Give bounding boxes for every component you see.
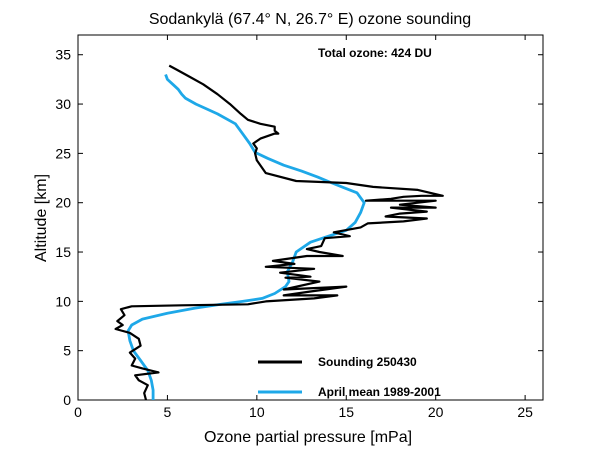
y-tick-label: 5 [63, 343, 71, 359]
x-tick-label: 25 [517, 404, 533, 420]
series-layer [114, 64, 444, 401]
series-line-sounding [114, 64, 444, 401]
x-tick-label: 5 [164, 404, 172, 420]
plot-frame [77, 34, 544, 401]
y-tick-label: 30 [55, 96, 71, 112]
x-axis-label: Ozone partial pressure [mPa] [204, 429, 412, 446]
chart-title: Sodankylä (67.4° N, 26.7° E) ozone sound… [149, 11, 471, 28]
y-tick-label: 35 [55, 47, 71, 63]
y-tick-label: 15 [55, 244, 71, 260]
x-tick-label: 15 [338, 404, 354, 420]
y-tick-label: 10 [55, 293, 71, 309]
legend-label-april-mean: April mean 1989-2001 [318, 385, 441, 399]
y-tick-label: 0 [63, 392, 71, 408]
legend-label-sounding: Sounding 250430 [318, 355, 417, 369]
plot-area [77, 34, 544, 401]
y-tick-label: 25 [55, 145, 71, 161]
x-axis: 0 5 10 15 20 25 [74, 35, 533, 420]
x-tick-label: 10 [249, 404, 265, 420]
total-ozone-annotation: Total ozone: 424 DU [318, 46, 432, 60]
x-tick-label: 0 [74, 404, 82, 420]
x-tick-label: 20 [428, 404, 444, 420]
legend: Sounding 250430 April mean 1989-2001 [258, 355, 441, 399]
y-axis-label: Altitude [km] [33, 174, 50, 262]
y-tick-label: 20 [55, 195, 71, 211]
y-axis: 0 5 10 15 20 25 30 35 [55, 47, 543, 408]
